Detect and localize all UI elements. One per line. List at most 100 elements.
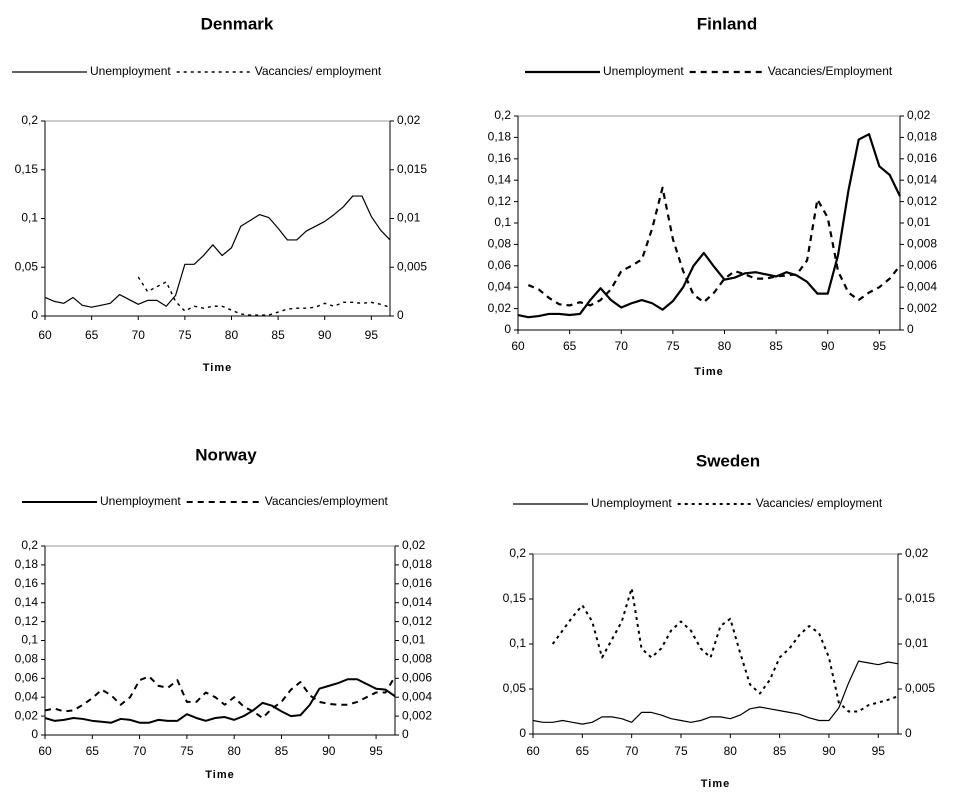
x-tick-label: 75 bbox=[666, 339, 680, 353]
y-tick-label: 0,08 bbox=[15, 652, 39, 666]
y2-tick-label: 0 bbox=[907, 322, 914, 336]
series-line bbox=[44, 195, 391, 308]
y2-tick-label: 0,018 bbox=[402, 557, 432, 571]
y2-tick-label: 0,006 bbox=[907, 258, 937, 272]
y-tick-label: 0,16 bbox=[15, 576, 39, 590]
x-tick-label: 95 bbox=[365, 328, 379, 342]
legend-label: Vacancies/ employment bbox=[255, 64, 382, 78]
x-tick-label: 70 bbox=[625, 744, 639, 758]
y2-tick-label: 0,02 bbox=[397, 113, 421, 127]
x-tick-label: 80 bbox=[718, 339, 732, 353]
x-tick-label: 65 bbox=[563, 339, 577, 353]
x-axis-label: Time bbox=[694, 366, 723, 378]
y-tick-label: 0,1 bbox=[21, 211, 38, 225]
y-tick-label: 0,2 bbox=[509, 546, 526, 560]
y2-tick-label: 0,002 bbox=[402, 708, 432, 722]
legend-label: Vacancies/Employment bbox=[768, 64, 893, 78]
chart-title: Finland bbox=[697, 14, 757, 33]
y2-tick-label: 0,02 bbox=[907, 108, 931, 122]
y-tick-label: 0,12 bbox=[15, 614, 39, 628]
legend-label: Unemployment bbox=[603, 64, 684, 78]
y-tick-label: 0,04 bbox=[488, 279, 512, 293]
y-tick-label: 0 bbox=[31, 308, 38, 322]
series-line bbox=[517, 133, 901, 319]
y2-tick-label: 0,01 bbox=[905, 636, 929, 650]
legend-label: Unemployment bbox=[100, 494, 181, 508]
x-tick-label: 70 bbox=[132, 328, 146, 342]
y-tick-label: 0,06 bbox=[488, 258, 512, 272]
y2-tick-label: 0,01 bbox=[402, 633, 426, 647]
y2-tick-label: 0,015 bbox=[905, 591, 935, 605]
y-tick-label: 0,14 bbox=[488, 172, 512, 186]
y-tick-label: 0,2 bbox=[494, 108, 511, 122]
y-tick-label: 0,2 bbox=[21, 113, 38, 127]
y2-tick-label: 0 bbox=[397, 308, 404, 322]
y2-tick-label: 0,008 bbox=[907, 237, 937, 251]
y2-tick-label: 0,005 bbox=[905, 681, 935, 695]
y-tick-label: 0,2 bbox=[21, 538, 38, 552]
x-tick-label: 75 bbox=[674, 744, 688, 758]
y2-tick-label: 0,014 bbox=[402, 595, 432, 609]
legend-label: Unemployment bbox=[90, 64, 171, 78]
y-tick-label: 0,18 bbox=[15, 557, 39, 571]
x-tick-label: 85 bbox=[769, 339, 783, 353]
y2-tick-label: 0,01 bbox=[907, 215, 931, 229]
x-tick-label: 60 bbox=[38, 744, 52, 758]
x-tick-label: 80 bbox=[228, 744, 242, 758]
y-tick-label: 0,05 bbox=[15, 259, 39, 273]
y-tick-label: 0,15 bbox=[503, 591, 527, 605]
y2-tick-label: 0,015 bbox=[397, 162, 427, 176]
x-tick-label: 65 bbox=[85, 328, 99, 342]
y2-tick-label: 0,008 bbox=[402, 652, 432, 666]
y2-tick-label: 0,018 bbox=[907, 130, 937, 144]
y2-tick-label: 0 bbox=[402, 727, 409, 741]
y-tick-label: 0,02 bbox=[488, 301, 512, 315]
series-line bbox=[137, 276, 391, 316]
y2-tick-label: 0,02 bbox=[905, 546, 929, 560]
x-axis-label: Time bbox=[205, 769, 234, 781]
y2-tick-label: 0,002 bbox=[907, 301, 937, 315]
x-tick-label: 60 bbox=[526, 744, 540, 758]
y-tick-label: 0,1 bbox=[494, 215, 511, 229]
y-tick-label: 0,06 bbox=[15, 670, 39, 684]
y-tick-label: 0,16 bbox=[488, 151, 512, 165]
x-tick-label: 85 bbox=[271, 328, 285, 342]
y2-tick-label: 0 bbox=[905, 726, 912, 740]
x-tick-label: 90 bbox=[318, 328, 332, 342]
x-axis-label: Time bbox=[701, 778, 730, 790]
x-tick-label: 95 bbox=[872, 744, 886, 758]
legend-label: Vacancies/ employment bbox=[756, 496, 883, 510]
y2-tick-label: 0,005 bbox=[397, 259, 427, 273]
y-tick-label: 0 bbox=[31, 727, 38, 741]
chart-title: Denmark bbox=[201, 14, 274, 33]
chart-title: Norway bbox=[195, 445, 257, 464]
x-tick-label: 80 bbox=[225, 328, 239, 342]
y-tick-label: 0,04 bbox=[15, 689, 39, 703]
chart-title: Sweden bbox=[696, 451, 760, 470]
series-line bbox=[532, 660, 899, 725]
plot-area bbox=[44, 120, 391, 317]
x-tick-label: 85 bbox=[773, 744, 787, 758]
y2-tick-label: 0,014 bbox=[907, 172, 937, 186]
x-tick-label: 95 bbox=[369, 744, 383, 758]
x-tick-label: 95 bbox=[873, 339, 887, 353]
x-tick-label: 60 bbox=[38, 328, 52, 342]
series-line bbox=[527, 186, 901, 307]
y-tick-label: 0,05 bbox=[503, 681, 527, 695]
x-tick-label: 75 bbox=[180, 744, 194, 758]
x-axis-label: Time bbox=[203, 362, 232, 374]
x-tick-label: 65 bbox=[576, 744, 590, 758]
x-tick-label: 90 bbox=[821, 339, 835, 353]
legend-label: Vacancies/employment bbox=[265, 494, 389, 508]
legend-label: Unemployment bbox=[591, 496, 672, 510]
y2-tick-label: 0,004 bbox=[402, 689, 432, 703]
y2-tick-label: 0,02 bbox=[402, 538, 426, 552]
y2-tick-label: 0,016 bbox=[907, 151, 937, 165]
y-tick-label: 0,02 bbox=[15, 708, 39, 722]
y-tick-label: 0,14 bbox=[15, 595, 39, 609]
x-tick-label: 90 bbox=[322, 744, 336, 758]
x-tick-label: 70 bbox=[133, 744, 147, 758]
y-tick-label: 0,1 bbox=[509, 636, 526, 650]
y-tick-label: 0 bbox=[504, 322, 511, 336]
y2-tick-label: 0,012 bbox=[907, 194, 937, 208]
